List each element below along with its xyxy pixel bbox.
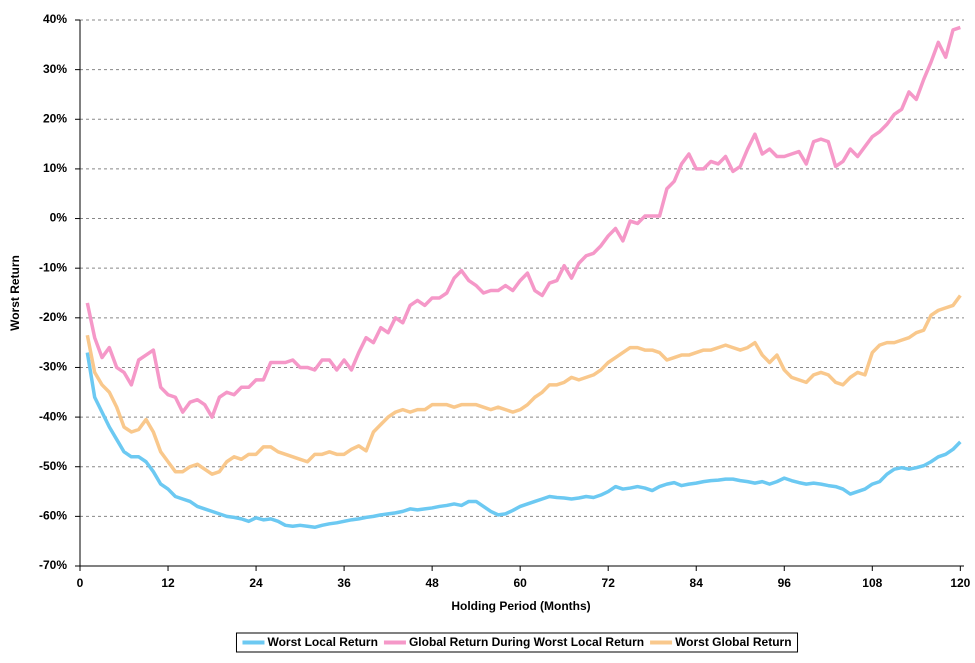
y-tick-label: -50%	[39, 459, 67, 473]
x-tick-label: 96	[778, 576, 792, 590]
x-tick-label: 12	[161, 576, 175, 590]
series-line	[85, 294, 962, 476]
series-line	[85, 352, 962, 530]
x-tick-label: 24	[249, 576, 263, 590]
x-tick-label: 120	[950, 576, 970, 590]
y-tick-label: -30%	[39, 360, 67, 374]
x-tick-label: 0	[77, 576, 84, 590]
legend: Worst Local Return Global Return During W…	[242, 635, 792, 649]
series-line	[85, 25, 961, 419]
y-tick-label: -20%	[39, 310, 67, 324]
y-tick-label: 10%	[43, 161, 67, 175]
x-tick-label: 36	[337, 576, 351, 590]
legend-label: Global Return During Worst Local Return	[409, 635, 644, 649]
y-tick-label: 30%	[43, 62, 67, 76]
y-tick-label: -60%	[39, 509, 67, 523]
y-tick-label: 40%	[43, 12, 67, 26]
x-tick-label: 108	[862, 576, 882, 590]
y-tick-label: -40%	[39, 409, 67, 423]
y-tick-label: 20%	[43, 111, 67, 125]
y-tick-label: -10%	[39, 260, 67, 274]
y-tick-label: 0%	[50, 211, 68, 225]
y-axis-label: Worst Return	[8, 255, 22, 331]
y-tick-label: -70%	[39, 558, 67, 572]
x-tick-label: 60	[513, 576, 527, 590]
x-tick-label: 48	[425, 576, 439, 590]
legend-label: Worst Local Return	[267, 635, 377, 649]
x-axis-label: Holding Period (Months)	[451, 599, 590, 613]
legend-label: Worst Global Return	[675, 635, 791, 649]
legend-box	[235, 632, 799, 653]
x-tick-label: 72	[602, 576, 616, 590]
x-tick-label: 84	[690, 576, 704, 590]
